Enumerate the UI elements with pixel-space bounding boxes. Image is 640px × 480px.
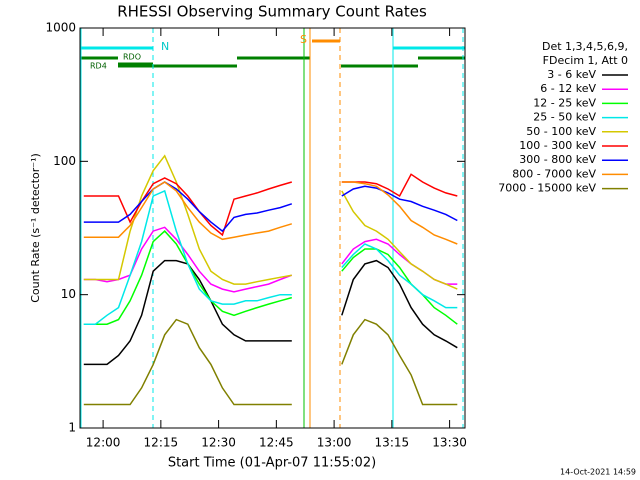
legend-header: Det 1,3,4,5,6,9, bbox=[542, 40, 628, 53]
x-tick-label: 12:45 bbox=[259, 436, 294, 450]
x-tick-label: 12:30 bbox=[201, 436, 236, 450]
x-tick-label: 12:15 bbox=[144, 436, 179, 450]
y-axis-label: Count Rate (s⁻¹ detector⁻¹) bbox=[29, 153, 42, 303]
annotation: RD4 bbox=[90, 62, 107, 71]
footer: 14-Oct-2021 14:59 bbox=[560, 468, 636, 477]
legend-label: 100 - 300 keV bbox=[519, 139, 596, 152]
series-line bbox=[83, 181, 458, 245]
series-line bbox=[83, 318, 458, 406]
y-tick-label: 10 bbox=[61, 287, 76, 301]
series-line bbox=[83, 173, 458, 237]
chart-title: RHESSI Observing Summary Count Rates bbox=[117, 3, 427, 21]
legend-label: 6 - 12 keV bbox=[540, 82, 596, 95]
legend-label: 300 - 800 keV bbox=[519, 153, 596, 166]
y-tick-label: 1000 bbox=[45, 21, 76, 35]
x-axis-label: Start Time (01-Apr-07 11:55:02) bbox=[168, 456, 376, 471]
series-line bbox=[83, 154, 458, 290]
legend-label: 25 - 50 keV bbox=[533, 111, 596, 124]
legend-label: 50 - 100 keV bbox=[526, 125, 596, 138]
x-tick-label: 13:15 bbox=[375, 436, 410, 450]
legend-header: FDecim 1, Att 0 bbox=[543, 54, 628, 67]
x-tick-label: 13:30 bbox=[432, 436, 467, 450]
annotation: RDO bbox=[123, 53, 141, 62]
x-tick-label: 13:00 bbox=[317, 436, 352, 450]
legend-label: 7000 - 15000 keV bbox=[498, 182, 596, 195]
annotation: N bbox=[161, 40, 169, 53]
series-line bbox=[83, 189, 458, 325]
legend-label: 800 - 7000 keV bbox=[512, 167, 596, 180]
plot-frame bbox=[79, 27, 466, 429]
series-line bbox=[83, 181, 458, 233]
annotation: S bbox=[300, 33, 307, 46]
y-tick-label: 100 bbox=[53, 154, 76, 168]
legend-label: 3 - 6 keV bbox=[547, 68, 596, 81]
state-markers bbox=[80, 39, 465, 68]
state-verticals bbox=[80, 28, 464, 428]
y-tick-label: 1 bbox=[68, 421, 76, 435]
legend-label: 12 - 25 keV bbox=[533, 96, 596, 109]
x-tick-label: 12:00 bbox=[86, 436, 121, 450]
